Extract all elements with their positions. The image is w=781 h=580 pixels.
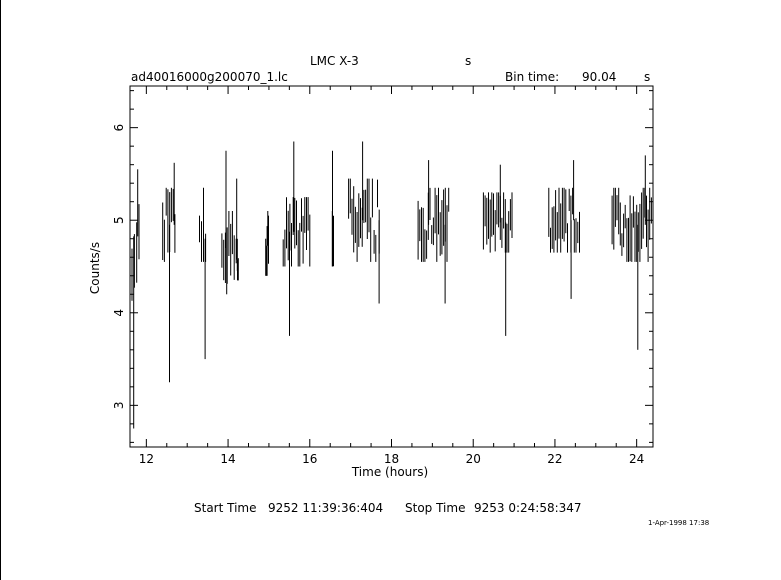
data-segment — [348, 141, 380, 304]
x-tick-label: 18 — [384, 452, 399, 466]
count-rate-series — [131, 141, 654, 429]
data-segment — [282, 141, 311, 336]
data-segment — [417, 160, 450, 304]
data-segment — [199, 187, 207, 360]
y-tick-label: 3 — [112, 402, 126, 410]
units-flag: s — [465, 54, 472, 68]
x-tick-label: 16 — [302, 452, 317, 466]
chart-title: LMC X-3 — [310, 54, 359, 68]
stop-time-value: 9253 0:24:58:347 — [474, 501, 582, 515]
data-segment — [235, 178, 239, 281]
bin-time-label: Bin time: — [505, 70, 560, 84]
x-tick-label: 14 — [220, 452, 235, 466]
y-tick-label: 5 — [112, 216, 126, 224]
plot-frame — [129, 85, 654, 448]
data-segment — [331, 150, 334, 267]
axis-ticks — [130, 86, 653, 447]
bin-time-unit: s — [644, 70, 651, 84]
start-time-label: Start Time — [194, 501, 257, 515]
data-segment — [162, 162, 176, 383]
x-axis-label: Time (hours) — [351, 465, 428, 479]
y-tick-label: 6 — [112, 124, 126, 132]
start-time-value: 9252 11:39:36:404 — [268, 501, 384, 515]
data-segment — [611, 155, 654, 350]
stop-time-label: Stop Time — [405, 501, 466, 515]
data-segment — [265, 211, 269, 276]
x-tick-label: 22 — [547, 452, 562, 466]
y-axis-label: Counts/s — [88, 242, 102, 294]
data-segment — [482, 164, 513, 336]
file-name: ad40016000g200070_1.lc — [131, 70, 288, 84]
page-border — [0, 0, 1, 580]
bin-time-value: 90.04 — [582, 70, 617, 84]
plot-date: 1-Apr-1998 17:38 — [648, 519, 710, 527]
tick-labels: 12 14 16 18 20 22 24 3 4 5 6 — [112, 124, 644, 466]
data-segment — [221, 150, 235, 295]
x-tick-label: 24 — [629, 452, 644, 466]
data-segment — [131, 169, 140, 429]
x-tick-label: 20 — [466, 452, 481, 466]
x-tick-label: 12 — [139, 452, 154, 466]
y-tick-label: 4 — [112, 309, 126, 317]
data-segment — [548, 160, 580, 299]
